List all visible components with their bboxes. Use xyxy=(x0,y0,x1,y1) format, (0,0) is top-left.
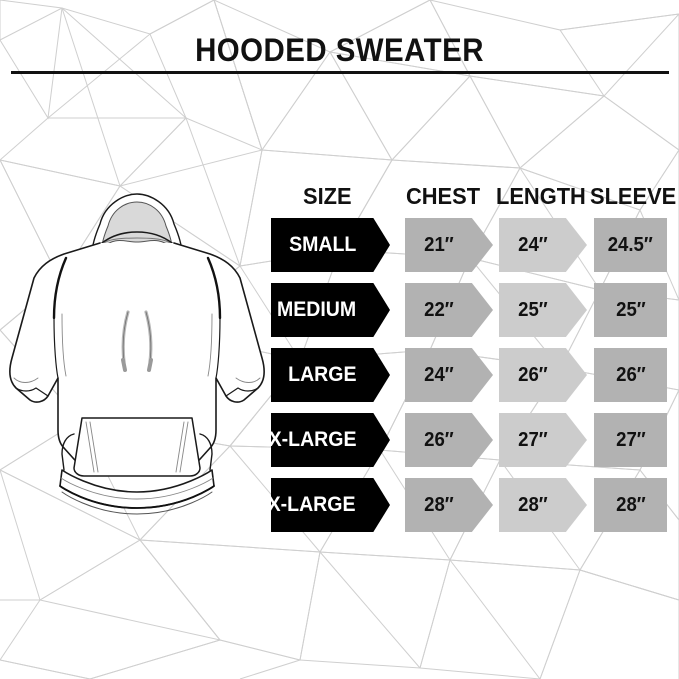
table-row-size-cell: XX-LARGE xyxy=(271,478,390,532)
table-row-sleeve-cell: 27″ xyxy=(594,413,667,467)
column-header-length: LENGTH xyxy=(496,183,586,209)
column-header-size: SIZE xyxy=(303,183,352,209)
sleeve-value: 26″ xyxy=(615,363,646,386)
table-row-length-cell: 24″ xyxy=(499,218,587,272)
sleeve-value: 25″ xyxy=(615,298,646,321)
table-row-chest-cell: 21″ xyxy=(405,218,493,272)
column-header-sleeve: SLEEVE xyxy=(590,183,677,209)
chest-value: 24″ xyxy=(424,363,454,386)
chest-value: 26″ xyxy=(424,428,454,451)
size-label: LARGE xyxy=(287,363,356,386)
sleeve-value: 28″ xyxy=(615,493,646,516)
column-header-chest: CHEST xyxy=(406,183,481,209)
chest-value: 21″ xyxy=(424,233,454,256)
length-value: 26″ xyxy=(518,363,548,386)
table-row-chest-cell: 26″ xyxy=(405,413,493,467)
length-value: 25″ xyxy=(518,298,548,321)
length-value: 24″ xyxy=(518,233,548,256)
table-row-length-cell: 28″ xyxy=(499,478,587,532)
table-row-sleeve-cell: 25″ xyxy=(594,283,667,337)
table-row-size-cell: X-LARGE xyxy=(271,413,390,467)
table-row-length-cell: 27″ xyxy=(499,413,587,467)
page-title: HOODED SWEATER xyxy=(195,32,484,68)
size-label: SMALL xyxy=(288,233,356,256)
sleeve-value: 27″ xyxy=(615,428,646,451)
table-row-length-cell: 25″ xyxy=(499,283,587,337)
table-row-size-cell: MEDIUM xyxy=(271,283,390,337)
table-row-sleeve-cell: 26″ xyxy=(594,348,667,402)
title-divider xyxy=(11,71,669,74)
size-label: MEDIUM xyxy=(276,298,356,321)
chest-value: 28″ xyxy=(424,493,454,516)
size-label: XX-LARGE xyxy=(255,493,356,516)
table-row-chest-cell: 24″ xyxy=(405,348,493,402)
chest-value: 22″ xyxy=(424,298,454,321)
table-row-sleeve-cell: 28″ xyxy=(594,478,667,532)
table-row-chest-cell: 28″ xyxy=(405,478,493,532)
table-row-size-cell: LARGE xyxy=(271,348,390,402)
table-row-length-cell: 26″ xyxy=(499,348,587,402)
length-value: 28″ xyxy=(518,493,548,516)
length-value: 27″ xyxy=(518,428,548,451)
hooded-sweater-illustration xyxy=(9,193,265,515)
table-row-size-cell: SMALL xyxy=(271,218,390,272)
size-label: X-LARGE xyxy=(268,428,356,451)
sleeve-value: 24.5″ xyxy=(607,233,654,256)
table-row-sleeve-cell: 24.5″ xyxy=(594,218,667,272)
table-row-chest-cell: 22″ xyxy=(405,283,493,337)
